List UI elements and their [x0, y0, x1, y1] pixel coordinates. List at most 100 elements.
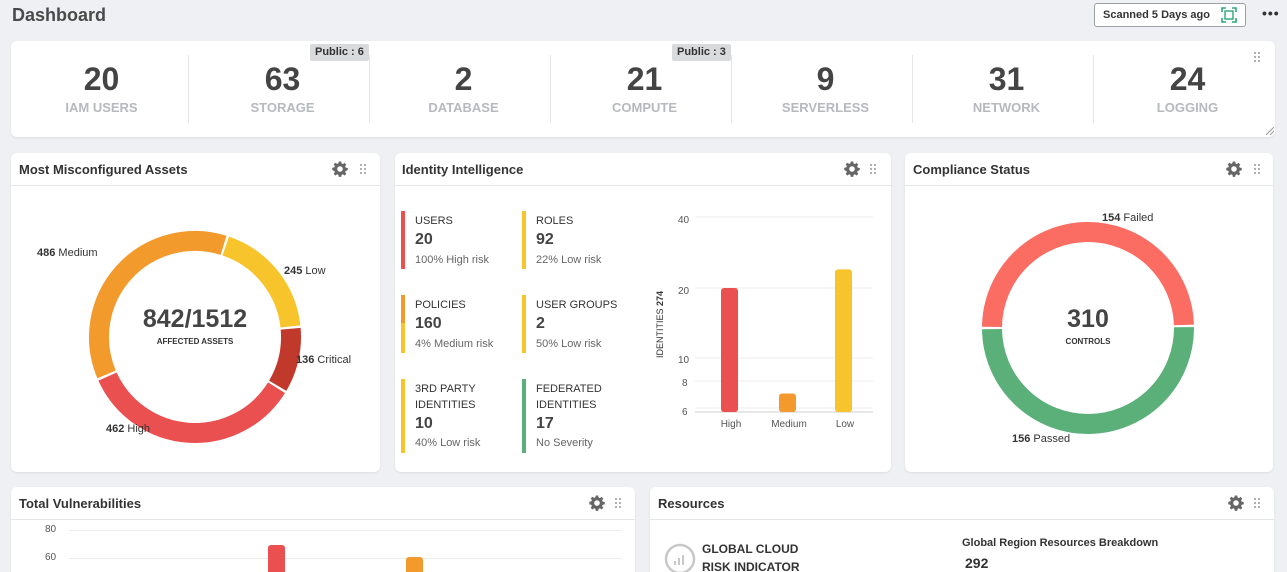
- region-breakdown-value: 292: [965, 555, 989, 571]
- critical-legend: 136 Critical: [296, 354, 351, 366]
- identity-chart-ylabel: IDENTITIES 274: [655, 291, 665, 358]
- identity-third-party[interactable]: 3RD PARTY IDENTITIES 10 40% Low risk: [401, 379, 516, 455]
- identity-risk: 22% Low risk: [536, 254, 602, 266]
- stat-label: LOGGING: [1156, 100, 1219, 115]
- vulnerability-bar[interactable]: [406, 557, 423, 572]
- misconfigured-critical-segment[interactable]: [268, 327, 301, 391]
- more-options-button[interactable]: •••: [1262, 5, 1280, 21]
- ylabel-text: IDENTITIES: [655, 308, 665, 358]
- passed-count: 156: [1012, 433, 1031, 445]
- gear-icon[interactable]: [332, 161, 348, 177]
- resize-handle-icon[interactable]: [1266, 127, 1274, 135]
- stat-serverless[interactable]: 9 SERVERLESS: [735, 41, 916, 137]
- public-compute-badge[interactable]: Public : 3: [672, 44, 731, 61]
- page-title: Dashboard: [12, 5, 107, 25]
- misconfigured-donut-chart: [89, 231, 301, 443]
- vulnerability-bar[interactable]: [268, 545, 285, 572]
- compliance-passed-segment[interactable]: [982, 327, 1194, 435]
- identity-risk: 4% Medium risk: [415, 338, 494, 350]
- gear-icon[interactable]: [844, 161, 860, 177]
- identity-title: USERS: [415, 215, 453, 227]
- ytick: 80: [45, 524, 57, 535]
- gear-icon[interactable]: [1228, 495, 1244, 511]
- divider: [731, 55, 732, 123]
- drag-handle-icon[interactable]: [1253, 497, 1263, 509]
- card-header: Identity Intelligence: [395, 153, 891, 186]
- ytick: 6: [682, 407, 688, 418]
- xtick: Medium: [771, 419, 807, 430]
- card-header: Resources: [650, 487, 1274, 520]
- identity-count: 10: [415, 415, 433, 432]
- risk-indicator-title: GLOBAL CLOUD: [702, 542, 799, 556]
- ylabel-total: 274: [655, 290, 665, 306]
- identity-count: 17: [536, 415, 554, 432]
- identity-count: 2: [536, 315, 545, 332]
- stat-logging[interactable]: 24 LOGGING: [1097, 41, 1278, 137]
- drag-handle-icon[interactable]: [1253, 51, 1263, 63]
- identity-policies[interactable]: POLICIES 160 4% Medium risk: [401, 295, 516, 355]
- xtick: High: [720, 419, 742, 430]
- identity-bar-medium[interactable]: [779, 393, 796, 412]
- stat-value: 20: [83, 61, 120, 97]
- misconfigured-medium-segment[interactable]: [89, 231, 227, 379]
- high-text: High: [127, 423, 151, 435]
- identity-risk: No Severity: [536, 437, 593, 449]
- gear-icon[interactable]: [1226, 161, 1242, 177]
- identity-bar-low[interactable]: [835, 269, 852, 412]
- drag-handle-icon[interactable]: [869, 163, 879, 175]
- gridline: [69, 558, 621, 559]
- divider: [188, 55, 189, 123]
- gear-icon[interactable]: [589, 495, 605, 511]
- stat-value: 31: [988, 61, 1025, 97]
- stat-database[interactable]: 2 DATABASE: [373, 41, 554, 137]
- stat-iam-users[interactable]: 20 IAM USERS: [11, 41, 192, 137]
- resources-card: Resources GLOBAL CLOUD RISK INDICATOR Gl…: [650, 487, 1274, 572]
- public-storage-badge[interactable]: Public : 6: [310, 44, 369, 61]
- identity-count: 20: [415, 231, 433, 248]
- passed-text: Passed: [1033, 433, 1071, 445]
- identity-title: ROLES: [536, 215, 574, 227]
- identity-bar-high[interactable]: [721, 288, 738, 412]
- card-header: Total Vulnerabilities: [11, 487, 635, 520]
- high-count: 462: [106, 423, 125, 435]
- donut-center-value: 310: [1067, 305, 1109, 333]
- drag-handle-icon[interactable]: [359, 163, 369, 175]
- drag-handle-icon[interactable]: [1253, 163, 1263, 175]
- severity-bar: [401, 295, 405, 353]
- donut-center-label: AFFECTED ASSETS: [156, 337, 234, 346]
- scan-icon[interactable]: [1221, 7, 1237, 23]
- risk-gauge-icon: [664, 543, 696, 572]
- total-vulnerabilities-card: Total Vulnerabilities 80 60: [11, 487, 635, 572]
- stat-value: 63: [264, 61, 301, 97]
- ytick: 20: [678, 286, 690, 297]
- misconfigured-high-segment[interactable]: [98, 372, 285, 443]
- identity-roles[interactable]: ROLES 92 22% Low risk: [522, 211, 637, 271]
- misconfigured-assets-card: Most Misconfigured Assets 842/1512 AFFEC…: [11, 153, 380, 472]
- severity-bar: [522, 211, 526, 269]
- stat-label: SERVERLESS: [781, 100, 870, 115]
- identity-user-groups[interactable]: USER GROUPS 2 50% Low risk: [522, 295, 637, 355]
- medium-legend: 486 Medium: [37, 247, 98, 259]
- stat-storage[interactable]: 63 STORAGE: [192, 41, 373, 137]
- identity-risk: 40% Low risk: [415, 437, 481, 449]
- scan-status-button[interactable]: Scanned 5 Days ago: [1094, 3, 1246, 27]
- ytick: 10: [678, 355, 690, 366]
- ytick: 60: [45, 552, 57, 563]
- identity-federated[interactable]: FEDERATED IDENTITIES 17 No Severity: [522, 379, 637, 455]
- severity-bar: [401, 379, 405, 453]
- identity-count: 92: [536, 231, 554, 248]
- stat-label: DATABASE: [428, 100, 499, 115]
- card-header: Compliance Status: [905, 153, 1273, 186]
- stat-label: COMPUTE: [612, 100, 677, 115]
- drag-handle-icon[interactable]: [614, 497, 624, 509]
- high-legend: 462 High: [106, 423, 150, 435]
- compliance-failed-segment[interactable]: [982, 222, 1194, 328]
- donut-center-label: CONTROLS: [1065, 337, 1111, 346]
- stat-network[interactable]: 31 NETWORK: [916, 41, 1097, 137]
- medium-count: 486: [37, 247, 56, 259]
- severity-bar: [401, 211, 405, 269]
- misconfigured-low-segment[interactable]: [222, 236, 301, 328]
- donut-center-value: 842/1512: [142, 305, 248, 333]
- identity-users[interactable]: USERS 20 100% High risk: [401, 211, 516, 271]
- stat-compute[interactable]: 21 COMPUTE: [554, 41, 735, 137]
